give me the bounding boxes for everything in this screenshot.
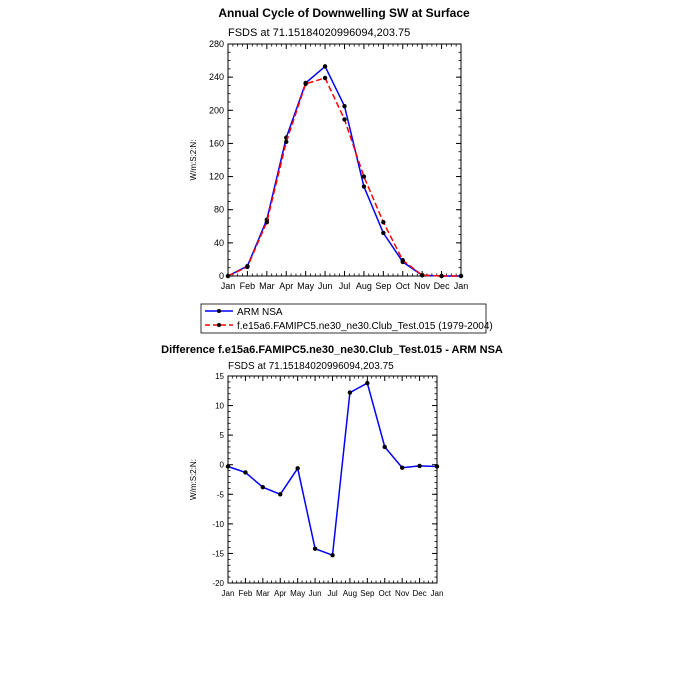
y-tick-label: 120 (209, 172, 224, 182)
legend-box (200, 303, 487, 334)
y-tick-label: 15 (215, 372, 224, 381)
y-tick-label: 10 (215, 402, 224, 411)
y-tick-label: 0 (220, 461, 225, 470)
data-point (303, 81, 308, 86)
legend-label-arm: ARM NSA (237, 307, 283, 318)
data-point (458, 273, 464, 279)
y-tick-label: -15 (212, 549, 224, 558)
data-point (381, 219, 386, 225)
x-tick-label: Mar (259, 281, 275, 291)
data-point (264, 219, 270, 225)
data-point (278, 492, 283, 497)
plot-area: -20 -15 -10 -5 0 5 10 15 Jan Feb Mar Apr May Jun Jul Au… (189, 372, 443, 598)
y-tick-label: 280 (209, 39, 224, 49)
x-tick-label: Dec (412, 589, 426, 598)
y-tick-label: -5 (217, 490, 225, 499)
x-tick-label: Mar (256, 589, 270, 598)
data-point (330, 553, 335, 558)
x-tick-label: Jan (431, 589, 444, 598)
series-line (227, 65, 461, 277)
x-tick-label: Sep (375, 281, 391, 291)
data-point (312, 546, 318, 551)
data-point (400, 258, 405, 263)
y-tick-label: 0 (219, 271, 224, 281)
y-tick-label: 200 (209, 105, 224, 115)
x-tick-label: Oct (396, 281, 411, 291)
x-tick-label: Jun (309, 589, 322, 598)
x-tick-label: Jul (339, 281, 351, 291)
legend: ARM NSA f.e15a6.FAMIPC5.ne30_ne30.Club_T… (200, 303, 493, 334)
x-tick-label: Sep (360, 589, 375, 598)
y-tick-label: 40 (214, 238, 224, 248)
x-tick-label: Jul (327, 589, 337, 598)
data-point (365, 380, 370, 386)
legend-label-model: f.e15a6.FAMIPC5.ne30_ne30.Club_Test.015 … (237, 321, 493, 332)
y-axis-label: W/m:S:2:N: (189, 140, 198, 181)
y-tick-label: 5 (220, 431, 225, 440)
chart-annual-cycle: Annual Cycle of Downwelling SW at Surfac… (189, 6, 493, 334)
data-point (225, 464, 231, 469)
data-point (245, 264, 250, 270)
x-tick-label: Apr (279, 281, 293, 291)
chart-difference: Difference f.e15a6.FAMIPC5.ne30_ne30.Clu… (161, 344, 503, 598)
data-point (347, 390, 353, 395)
data-point (284, 139, 289, 144)
data-point (419, 272, 425, 278)
x-tick-label: Feb (239, 589, 253, 598)
x-tick-label: Jan (221, 281, 236, 291)
y-tick-label: 160 (209, 138, 224, 148)
data-point (382, 444, 387, 450)
series-line (227, 381, 438, 557)
y-tick-label: -10 (212, 520, 224, 529)
x-tick-label: Dec (434, 281, 451, 291)
x-tick-label: Jun (318, 281, 333, 291)
data-point (225, 273, 231, 279)
data-point (260, 484, 266, 490)
plot-frame (227, 43, 462, 277)
x-tick-label: Apr (274, 589, 287, 598)
x-tick-label: Jan (454, 281, 469, 291)
x-tick-label: May (290, 589, 305, 598)
x-tick-label: Feb (240, 281, 256, 291)
x-tick-label: Nov (395, 589, 409, 598)
data-point (361, 174, 367, 179)
chart-subtitle: FSDS at 71.15184020996094,203.75 (228, 361, 394, 372)
x-tick-label: Nov (414, 281, 431, 291)
data-point (322, 75, 328, 81)
data-point (381, 230, 386, 236)
data-point (361, 184, 367, 189)
y-tick-label: 80 (214, 205, 224, 215)
x-tick-label: Jan (222, 589, 235, 598)
data-point (243, 470, 248, 475)
x-tick-label: May (297, 281, 315, 291)
chart-subtitle: FSDS at 71.15184020996094,203.75 (228, 27, 410, 39)
plot-area: 0 40 80 120 160 200 240 280 Jan Feb Mar Apr May Jun Ju… (189, 39, 468, 291)
chart-title: Difference f.e15a6.FAMIPC5.ne30_ne30.Clu… (161, 344, 503, 356)
y-tick-label: 240 (209, 72, 224, 82)
legend-marker-arm (217, 309, 221, 313)
data-point (434, 464, 440, 469)
data-point (295, 466, 300, 471)
data-point (439, 273, 444, 279)
x-tick-label: Aug (356, 281, 372, 291)
x-tick-label: Oct (379, 589, 392, 598)
data-point (342, 103, 347, 109)
data-point (399, 465, 405, 470)
legend-marker-model (217, 323, 221, 327)
data-point (417, 463, 422, 469)
data-point (342, 117, 347, 122)
y-tick-label: -20 (212, 579, 224, 588)
y-axis-label: W/m:S:2:N: (189, 459, 198, 500)
chart-title: Annual Cycle of Downwelling SW at Surfac… (218, 6, 470, 20)
data-point (322, 64, 328, 69)
x-tick-label: Aug (343, 589, 357, 598)
